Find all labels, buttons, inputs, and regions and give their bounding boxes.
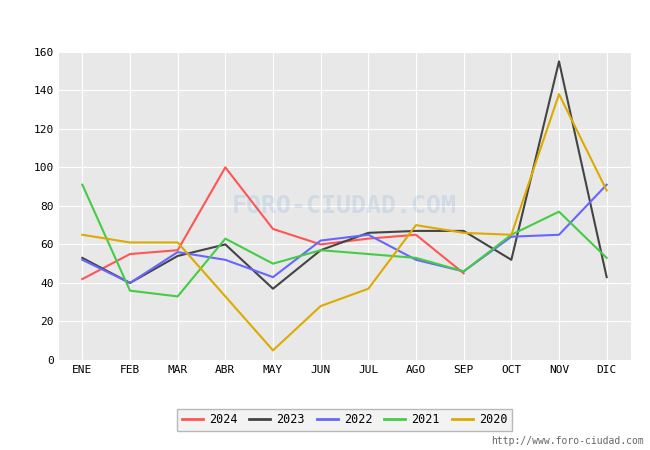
Legend: 2024, 2023, 2022, 2021, 2020: 2024, 2023, 2022, 2021, 2020 xyxy=(177,409,512,431)
Text: http://www.foro-ciudad.com: http://www.foro-ciudad.com xyxy=(491,436,644,446)
Text: FORO-CIUDAD.COM: FORO-CIUDAD.COM xyxy=(232,194,457,218)
Text: Matriculaciones de Vehiculos en Vera: Matriculaciones de Vehiculos en Vera xyxy=(161,12,489,27)
